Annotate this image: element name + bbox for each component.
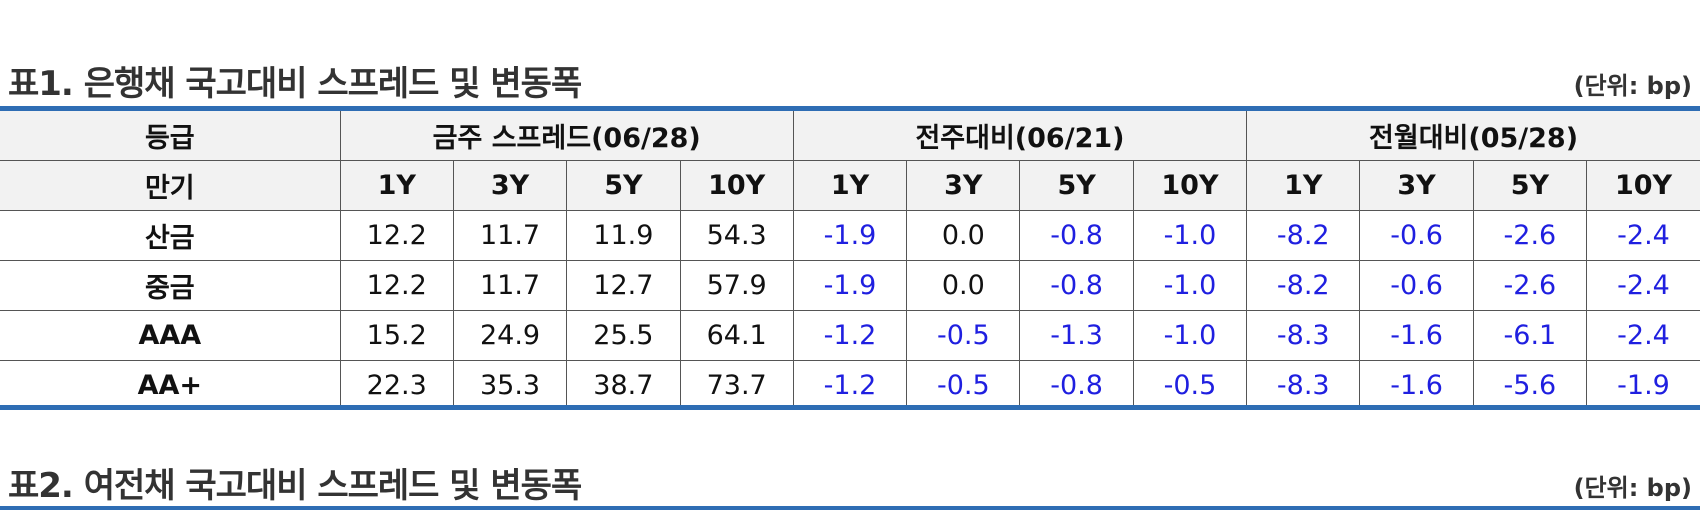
- tenor-header: 3Y: [453, 160, 568, 211]
- table-cell: -1.9: [1617, 370, 1670, 401]
- table-cell: 11.9: [566, 210, 681, 261]
- maturity-header: 만기: [0, 160, 341, 211]
- table-cell: 0.0: [906, 260, 1021, 311]
- table-cell: 57.9: [680, 260, 794, 311]
- table-cell: 25.5: [566, 310, 681, 361]
- table-cell: -0.6: [1359, 260, 1474, 311]
- table-cell: 22.3: [340, 360, 454, 410]
- table-cell: -2.4: [1586, 210, 1700, 261]
- table-cell: -8.2: [1246, 260, 1361, 311]
- tenor-header: 10Y: [680, 160, 794, 211]
- table-cell: -1.9: [793, 210, 908, 261]
- row-grade-label: 산금: [0, 210, 341, 261]
- table2-top-rule: [0, 506, 1700, 510]
- table1-bottom-rule: [0, 405, 1700, 410]
- table-cell: -0.5: [906, 360, 1021, 410]
- table1-top-rule: [0, 106, 1700, 111]
- table-cell: -1.3: [1019, 310, 1134, 361]
- table-cell: 73.7: [680, 360, 794, 410]
- table-cell: -1.2: [793, 310, 908, 361]
- tenor-header: 3Y: [906, 160, 1021, 211]
- header-row-groups: 등급 금주 스프레드(06/28) 전주대비(06/21) 전월대비(05/28…: [0, 111, 1700, 161]
- table-cell: -1.9: [793, 260, 908, 311]
- header-row-tenors: 만기 1Y 3Y 5Y 10Y 1Y 3Y 5Y 10Y 1Y 3Y 5Y 10Y: [0, 160, 1700, 211]
- table-cell: -0.8: [1019, 360, 1134, 410]
- table-cell: 12.2: [340, 210, 454, 261]
- table-cell: -0.6: [1359, 210, 1474, 261]
- table-cell: 64.1: [680, 310, 794, 361]
- table-cell: -1.6: [1359, 360, 1474, 410]
- table2-title-row: 표2. 여전채 국고대비 스프레드 및 변동폭 (단위: bp): [8, 458, 1692, 507]
- table2-title: 표2. 여전채 국고대비 스프레드 및 변동폭: [8, 466, 582, 506]
- table-cell: -8.3: [1246, 360, 1361, 410]
- table1-unit: (단위: bp): [1573, 72, 1692, 100]
- table-cell: 12.2: [340, 260, 454, 311]
- table-cell: 15.2: [340, 310, 454, 361]
- table-cell: -0.8: [1019, 260, 1134, 311]
- table-cell: -1.6: [1359, 310, 1474, 361]
- table-cell: -6.1: [1473, 310, 1588, 361]
- table-cell: -8.2: [1246, 210, 1361, 261]
- table-cell: 38.7: [566, 360, 681, 410]
- table-cell: 0.0: [906, 210, 1021, 261]
- tenor-header: 5Y: [566, 160, 681, 211]
- tenor-header: 1Y: [793, 160, 908, 211]
- row-grade-label: 중금: [0, 260, 341, 311]
- table-cell: -5.6: [1473, 360, 1588, 410]
- grade-header: 등급: [0, 111, 341, 161]
- table1-title: 표1. 은행채 국고대비 스프레드 및 변동폭: [8, 64, 582, 104]
- tenor-header: 1Y: [1246, 160, 1361, 211]
- tenor-header: 10Y: [1133, 160, 1248, 211]
- group-header-weekly: 전주대비(06/21): [793, 111, 1248, 161]
- table-cell: 12.7: [566, 260, 681, 311]
- table-cell: 11.7: [453, 210, 568, 261]
- table-cell: 54.3: [680, 210, 794, 261]
- table-cell: -0.5: [1133, 360, 1248, 410]
- table-cell: 11.7: [453, 260, 568, 311]
- tenor-header: 5Y: [1473, 160, 1588, 211]
- tenor-header: 3Y: [1359, 160, 1474, 211]
- row-grade-label: AAA: [0, 310, 341, 361]
- tenor-header: 5Y: [1019, 160, 1134, 211]
- table-cell: -1.0: [1133, 210, 1248, 261]
- table-cell: -1.0: [1133, 310, 1248, 361]
- tenor-header: 1Y: [340, 160, 454, 211]
- table-row: AA+ 22.3 35.3 38.7 73.7 -1.2 -0.5 -0.8 -0.5 -8.3-…: [0, 360, 1700, 410]
- table-cell: -2.6: [1473, 260, 1588, 311]
- table-cell: 35.3: [453, 360, 568, 410]
- table-cell: -2.4: [1586, 310, 1700, 361]
- row-grade-label: AA+: [0, 360, 341, 410]
- tenor-header: 10Y: [1586, 160, 1700, 211]
- group-header-monthly: 전월대비(05/28): [1246, 111, 1700, 161]
- table-cell: -2.4: [1586, 260, 1700, 311]
- table2-unit: (단위: bp): [1573, 474, 1692, 502]
- table-cell: -2.6: [1473, 210, 1588, 261]
- group-header-current: 금주 스프레드(06/28): [340, 111, 794, 161]
- table-cell: -8.3: [1246, 310, 1361, 361]
- table-row: 산금 12.2 11.7 11.9 54.3 -1.9 0.0 -0.8 -1.0 -8.2 -0.…: [0, 210, 1700, 261]
- table1-title-row: 표1. 은행채 국고대비 스프레드 및 변동폭 (단위: bp): [8, 56, 1692, 105]
- table-cell: -0.8: [1019, 210, 1134, 261]
- table-cell: -0.5: [906, 310, 1021, 361]
- table-cell: 24.9: [453, 310, 568, 361]
- table-cell: -1.2: [793, 360, 908, 410]
- table-row: AAA 15.2 24.9 25.5 64.1 -1.2 -0.5 -1.3 -1.0 -8.3-…: [0, 310, 1700, 361]
- table-row: 중금 12.2 11.7 12.7 57.9 -1.9 0.0 -0.8 -1.0 -8.2 -0.…: [0, 260, 1700, 311]
- table-cell: -1.0: [1133, 260, 1248, 311]
- spread-table: 등급 금주 스프레드(06/28) 전주대비(06/21) 전월대비(05/28…: [0, 111, 1700, 410]
